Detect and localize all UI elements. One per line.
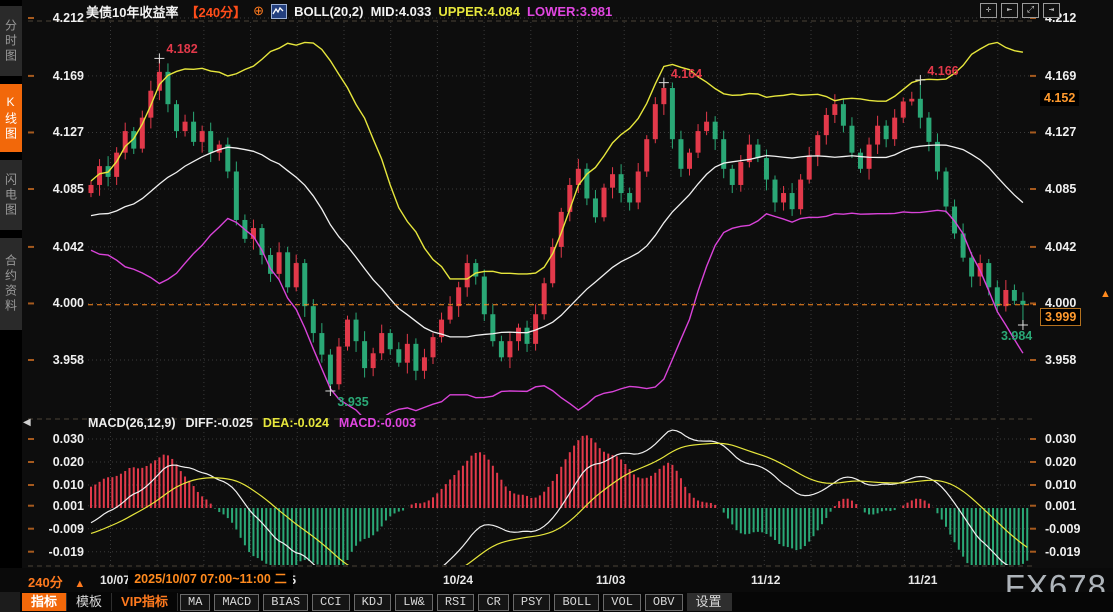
toolbar-item-CR[interactable]: CR bbox=[478, 594, 508, 611]
y-axis-scale-icon[interactable]: ⤢ bbox=[1022, 3, 1039, 18]
toolbar-item-模板[interactable]: 模板 bbox=[67, 593, 112, 611]
page-title: 美债10年收益率 bbox=[86, 2, 178, 21]
toolbar-item-VOL[interactable]: VOL bbox=[603, 594, 641, 611]
toolbar-item-设置[interactable]: 设置 bbox=[687, 593, 732, 611]
toolbar-item-KDJ[interactable]: KDJ bbox=[354, 594, 392, 611]
period-tag: 【240分】 bbox=[185, 2, 246, 21]
reset-scale-icon[interactable]: ⇥ bbox=[1043, 3, 1060, 18]
toolbar-item-PSY[interactable]: PSY bbox=[513, 594, 551, 611]
chart-header: 美债10年收益率 【240分】 ⊕ BOLL(20,2) MID:4.033 U… bbox=[86, 2, 612, 20]
pane-collapse-arrow-icon[interactable]: ◀ bbox=[23, 417, 31, 428]
macd-dea-value: DEA:-0.024 bbox=[263, 416, 329, 430]
x-axis-date-label: 11/21 bbox=[908, 573, 937, 587]
bar-datetime-tooltip: 2025/10/07 07:00~11:00 二 bbox=[128, 570, 293, 589]
toolbar-item-BIAS[interactable]: BIAS bbox=[263, 594, 308, 611]
toolbar-corner-box bbox=[0, 592, 20, 612]
toolbar-item-BOLL[interactable]: BOLL bbox=[554, 594, 599, 611]
x-axis-date-label: 10/07 bbox=[100, 573, 130, 587]
x-axis-scale-icon[interactable]: ⇤ bbox=[1001, 3, 1018, 18]
crosshair-icon[interactable]: ✛ bbox=[980, 3, 997, 18]
chart-type-icon[interactable] bbox=[271, 4, 287, 19]
x-axis-date-label: 11/12 bbox=[751, 573, 780, 587]
macd-params-label: MACD(26,12,9) bbox=[88, 416, 176, 430]
boll-mid-value: MID:4.033 bbox=[371, 4, 432, 19]
toolbar-item-MA[interactable]: MA bbox=[180, 594, 210, 611]
toolbar-item-OBV[interactable]: OBV bbox=[645, 594, 683, 611]
boll-upper-value: UPPER:4.084 bbox=[438, 4, 520, 19]
period-indicator-label: 240分 bbox=[28, 575, 63, 590]
toolbar-item-CCI[interactable]: CCI bbox=[312, 594, 350, 611]
toolbar-item-指标[interactable]: 指标 bbox=[22, 593, 67, 611]
toolbar-item-MACD[interactable]: MACD bbox=[214, 594, 259, 611]
toolbar-item-VIP指标[interactable]: VIP指标 bbox=[112, 593, 178, 611]
boll-lower-value: LOWER:3.981 bbox=[527, 4, 612, 19]
target-icon[interactable]: ⊕ bbox=[253, 3, 264, 19]
sidebar-tab-2[interactable]: K线图 bbox=[0, 84, 22, 152]
window-controls: ✛ ⇤ ⤢ ⇥ bbox=[980, 3, 1060, 18]
boll-settings-label: BOLL(20,2) MID:4.033 bbox=[294, 4, 431, 19]
sidebar-tab-4[interactable]: 合约资料 bbox=[0, 238, 22, 330]
period-up-arrow-icon: ▲ bbox=[74, 578, 85, 590]
scroll-to-latest-icon[interactable]: ▲ bbox=[1100, 288, 1111, 300]
x-axis-date-label: 11/03 bbox=[596, 573, 625, 587]
sidebar-tab-3[interactable]: 闪电图 bbox=[0, 160, 22, 230]
chart-canvas[interactable] bbox=[0, 0, 1113, 612]
macd-hist-value: MACD:-0.003 bbox=[339, 416, 416, 430]
toolbar-item-RSI[interactable]: RSI bbox=[437, 594, 475, 611]
macd-header: MACD(26,12,9) DIFF:-0.025 DEA:-0.024 MAC… bbox=[88, 416, 416, 430]
sidebar-tab-1[interactable]: 分时图 bbox=[0, 6, 22, 76]
x-axis-date-label: 10/24 bbox=[443, 573, 473, 587]
time-axis: 240分 ▲ FX678 10/0710/1510/2411/0311/1211… bbox=[0, 568, 1113, 592]
toolbar-item-LW&[interactable]: LW& bbox=[395, 594, 433, 611]
bottom-toolbar: 指标模板VIP指标MAMACDBIASCCIKDJLW&RSICR PSYBOLL… bbox=[0, 592, 1113, 612]
sidebar: 分时图 K线图闪电图合约资料 bbox=[0, 0, 22, 570]
period-indicator[interactable]: 240分 ▲ bbox=[28, 572, 85, 591]
macd-diff-value: DIFF:-0.025 bbox=[186, 416, 253, 430]
trading-app-window: 分时图 K线图闪电图合约资料 美债10年收益率 【240分】 ⊕ BOLL(20,… bbox=[0, 0, 1113, 612]
